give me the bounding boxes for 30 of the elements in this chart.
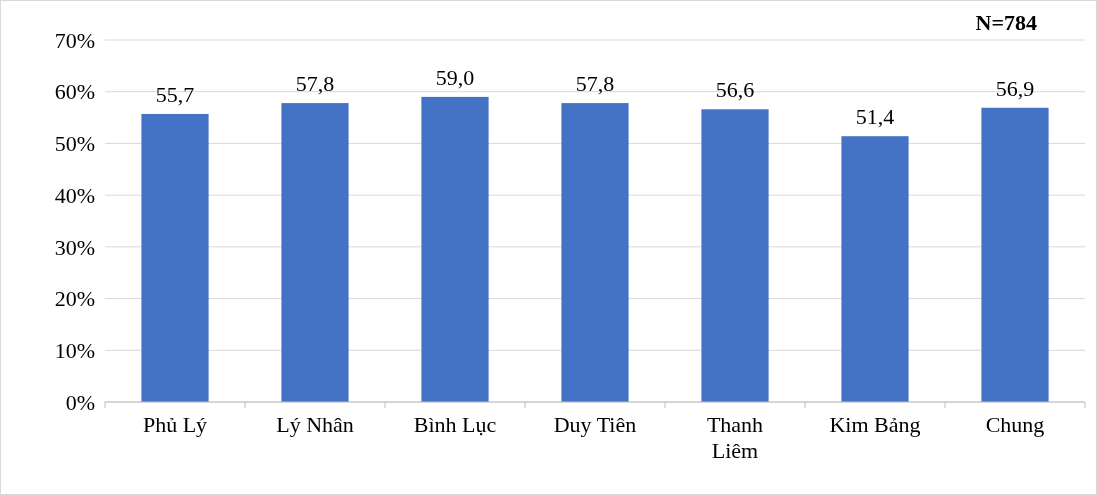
x-tick-label: Lý Nhân (276, 412, 354, 437)
data-label: 55,7 (155, 81, 195, 107)
y-tick-label: 70% (54, 27, 95, 53)
bar (561, 103, 629, 402)
data-label: 56,6 (715, 77, 755, 103)
bar (701, 109, 769, 402)
data-label: 51,4 (855, 104, 895, 130)
x-tick-label: Thanh Liêm (706, 412, 764, 463)
x-tick-label: Bình Lục (413, 412, 497, 437)
x-tick-label: Kim Bảng (829, 412, 921, 437)
y-tick-label: 50% (54, 131, 95, 157)
data-label: 57,8 (295, 71, 335, 97)
bar (141, 113, 209, 402)
bar (981, 107, 1049, 402)
bar (841, 136, 909, 402)
x-tick-label: Phủ Lý (142, 412, 208, 437)
y-tick-label: 40% (54, 182, 95, 208)
y-tick-label: 60% (54, 79, 95, 105)
data-label: 59,0 (435, 64, 475, 90)
y-tick-label: 20% (54, 286, 95, 312)
x-tick-label: Duy Tiên (553, 412, 637, 437)
y-tick-label: 30% (54, 234, 95, 260)
x-tick-label: Chung (985, 412, 1045, 437)
bar (281, 103, 349, 402)
text: N=784 (975, 10, 1037, 35)
y-tick-label: 0% (65, 389, 95, 415)
bar (421, 96, 489, 402)
y-tick-label: 10% (54, 337, 95, 363)
data-label: 57,8 (575, 71, 615, 97)
data-label: 56,9 (995, 75, 1035, 101)
